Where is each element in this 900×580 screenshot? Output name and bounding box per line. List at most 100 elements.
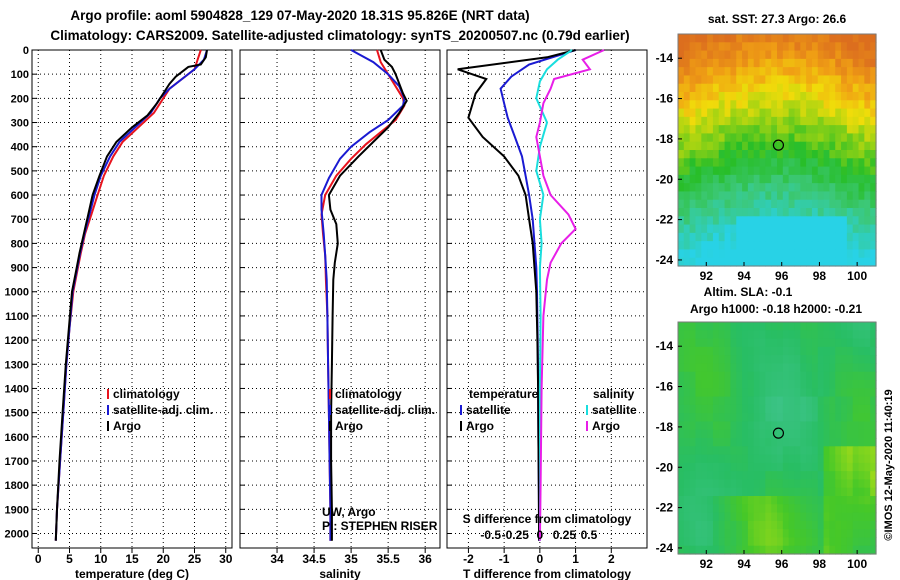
heatmap-cell [852,413,860,423]
map-x-tick-label: 92 [700,557,714,571]
heatmap-cell [701,322,708,331]
heatmap-cell [846,50,854,60]
heatmap-cell [718,125,726,135]
heatmap-cell [870,438,877,447]
heatmap-cell [753,67,761,77]
heatmap-cell [841,100,848,110]
heatmap-cell [852,208,860,217]
heatmap-cell [852,388,860,398]
heatmap-cell [782,232,790,242]
heatmap-cell [759,545,766,555]
heatmap-cell [759,75,766,85]
heatmap-cell [747,216,755,226]
heatmap-cell [689,421,697,431]
heatmap-cell [829,346,836,356]
heatmap-cell [806,338,813,348]
heatmap-cell [689,183,697,193]
heatmap-cell [759,232,766,242]
heatmap-cell [771,479,778,489]
heatmap-cell [794,42,801,52]
heatmap-cell [765,92,772,101]
heatmap-cell [765,338,772,348]
heatmap-cell [724,330,732,340]
heatmap-cell [777,125,784,135]
heatmap-cell [800,241,807,251]
heatmap-cell [782,100,790,110]
heatmap-cell [782,50,790,60]
heatmap-cell [689,471,697,481]
heatmap-cell [742,83,749,93]
heatmap-cell [870,241,877,251]
heatmap-cell [765,249,772,259]
heatmap-cell [771,438,778,447]
heatmap-cell [870,446,877,456]
heatmap-cell [765,421,772,431]
heatmap-cell [829,479,836,489]
heatmap-cell [724,363,732,373]
heatmap-cell [695,249,702,259]
heatmap-cell [817,257,825,267]
heatmap-cell [736,471,743,481]
heatmap-cell [689,42,697,52]
heatmap-cell [806,462,813,472]
heatmap-cell [678,50,685,60]
heatmap-cell [678,363,685,373]
plot-frame [239,49,441,549]
heatmap-cell [806,133,813,143]
heatmap-cell [765,224,772,234]
heatmap-cell [747,413,755,423]
heatmap-cell [858,421,865,431]
heatmap-cell [771,346,778,356]
heatmap-cell [678,125,685,135]
heatmap-cell [712,216,720,226]
heatmap-cell [841,355,848,365]
heatmap-cell [724,133,732,143]
heatmap-cell [852,166,860,176]
legend-label: climatology [335,387,402,401]
heatmap-cell [759,462,766,472]
heatmap-cell [765,462,772,472]
heatmap-cell [724,224,732,234]
heatmap-cell [718,216,726,226]
heatmap-cell [794,116,801,126]
heatmap-cell [841,421,848,431]
heatmap-cell [788,396,796,406]
heatmap-cell [753,371,761,381]
heatmap-cell [806,224,813,234]
heatmap-cell [800,257,807,267]
heatmap-cell [870,454,877,464]
heatmap-cell [718,174,726,184]
heatmap-cell [870,208,877,217]
heatmap-cell [782,67,790,77]
heatmap-cell [707,92,714,101]
heatmap-cell [823,158,831,168]
heatmap-cell [695,108,702,118]
heatmap-cell [835,338,842,348]
heatmap-cell [817,158,825,168]
heatmap-cell [846,413,854,423]
heatmap-cell [782,537,790,547]
heatmap-cell [689,330,697,340]
heatmap-cell [730,545,737,555]
heatmap-cell [858,125,865,135]
heatmap-cell [852,191,860,201]
heatmap-cell [718,363,726,373]
heatmap-cell [701,166,708,176]
heatmap-cell [788,504,796,514]
heatmap-cell [777,58,784,68]
heatmap-cell [730,388,737,398]
heatmap-cell [718,257,726,267]
heatmap-cell [695,438,702,447]
heatmap-cell [817,199,825,209]
heatmap-cell [678,537,685,547]
heatmap-cell [701,257,708,267]
heatmap-cell [724,454,732,464]
heatmap-cell [777,520,784,530]
heatmap-cell [835,479,842,489]
heatmap-cell [678,92,685,101]
heatmap-cell [846,380,854,389]
copyright-footer: ©IMOS 12-May-2020 11:40:19 [883,389,895,540]
heatmap-cell [852,462,860,472]
heatmap-cell [742,487,749,497]
heatmap-cell [712,83,720,93]
